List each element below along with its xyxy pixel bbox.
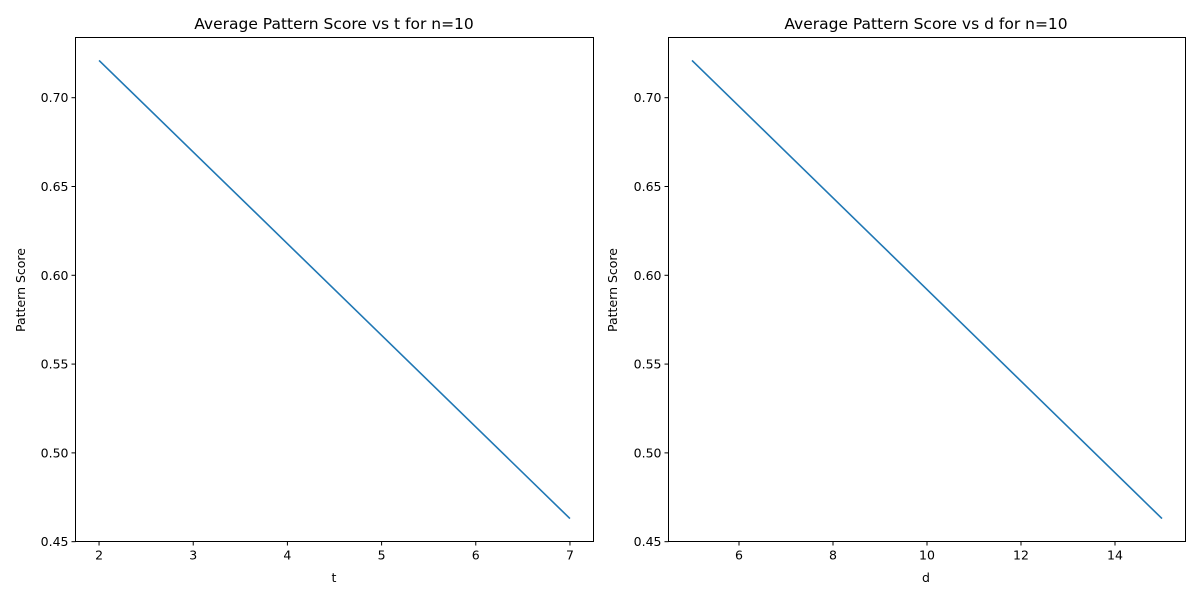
- y-tick-label: 0.50: [634, 445, 662, 460]
- chart-t: Average Pattern Score vs t for n=10 t Pa…: [13, 15, 594, 585]
- x-tick-label: 3: [189, 548, 197, 563]
- x-tick-label: 7: [566, 548, 574, 563]
- x-tick-label: 8: [829, 548, 837, 563]
- y-tick-label: 0.70: [41, 90, 69, 105]
- x-axis-label: d: [922, 570, 930, 585]
- y-tick-label: 0.70: [634, 90, 662, 105]
- y-tick-label: 0.45: [634, 534, 662, 549]
- series-lines: [98, 59, 571, 520]
- plot-frame: [668, 37, 1186, 542]
- x-tick-label: 14: [1107, 548, 1123, 563]
- x-tick-label: 2: [95, 548, 103, 563]
- y-tick-label: 0.50: [41, 445, 69, 460]
- x-tick-label: 5: [378, 548, 386, 563]
- y-tick-label: 0.60: [634, 268, 662, 283]
- series-lines: [691, 59, 1163, 520]
- y-axis-label: Pattern Score: [605, 248, 620, 332]
- y-tick-label: 0.55: [634, 357, 662, 372]
- plot-frame: [75, 37, 594, 542]
- axis-ticks: 6 8 10 12 14 0.45 0.50 0.55 0.60 0.65 0.70: [634, 90, 1123, 562]
- series-line: [98, 59, 571, 520]
- y-tick-label: 0.65: [634, 179, 662, 194]
- x-tick-label: 4: [283, 548, 291, 563]
- series-line: [691, 59, 1163, 520]
- axis-ticks: 2 3 4 5 6 7 0.45 0.50 0.55 0.60 0.65 0.70: [41, 90, 574, 562]
- chart-title: Average Pattern Score vs t for n=10: [194, 15, 474, 33]
- y-tick-label: 0.45: [41, 534, 69, 549]
- chart-d: Average Pattern Score vs d for n=10 d Pa…: [605, 15, 1186, 585]
- y-tick-label: 0.60: [41, 268, 69, 283]
- y-tick-label: 0.65: [41, 179, 69, 194]
- x-tick-label: 12: [1013, 548, 1029, 563]
- x-tick-label: 6: [472, 548, 480, 563]
- y-tick-label: 0.55: [41, 357, 69, 372]
- x-axis-label: t: [332, 570, 337, 585]
- y-axis-label: Pattern Score: [13, 248, 28, 332]
- x-tick-label: 6: [735, 548, 743, 563]
- chart-title: Average Pattern Score vs d for n=10: [784, 15, 1067, 33]
- x-tick-label: 10: [919, 548, 935, 563]
